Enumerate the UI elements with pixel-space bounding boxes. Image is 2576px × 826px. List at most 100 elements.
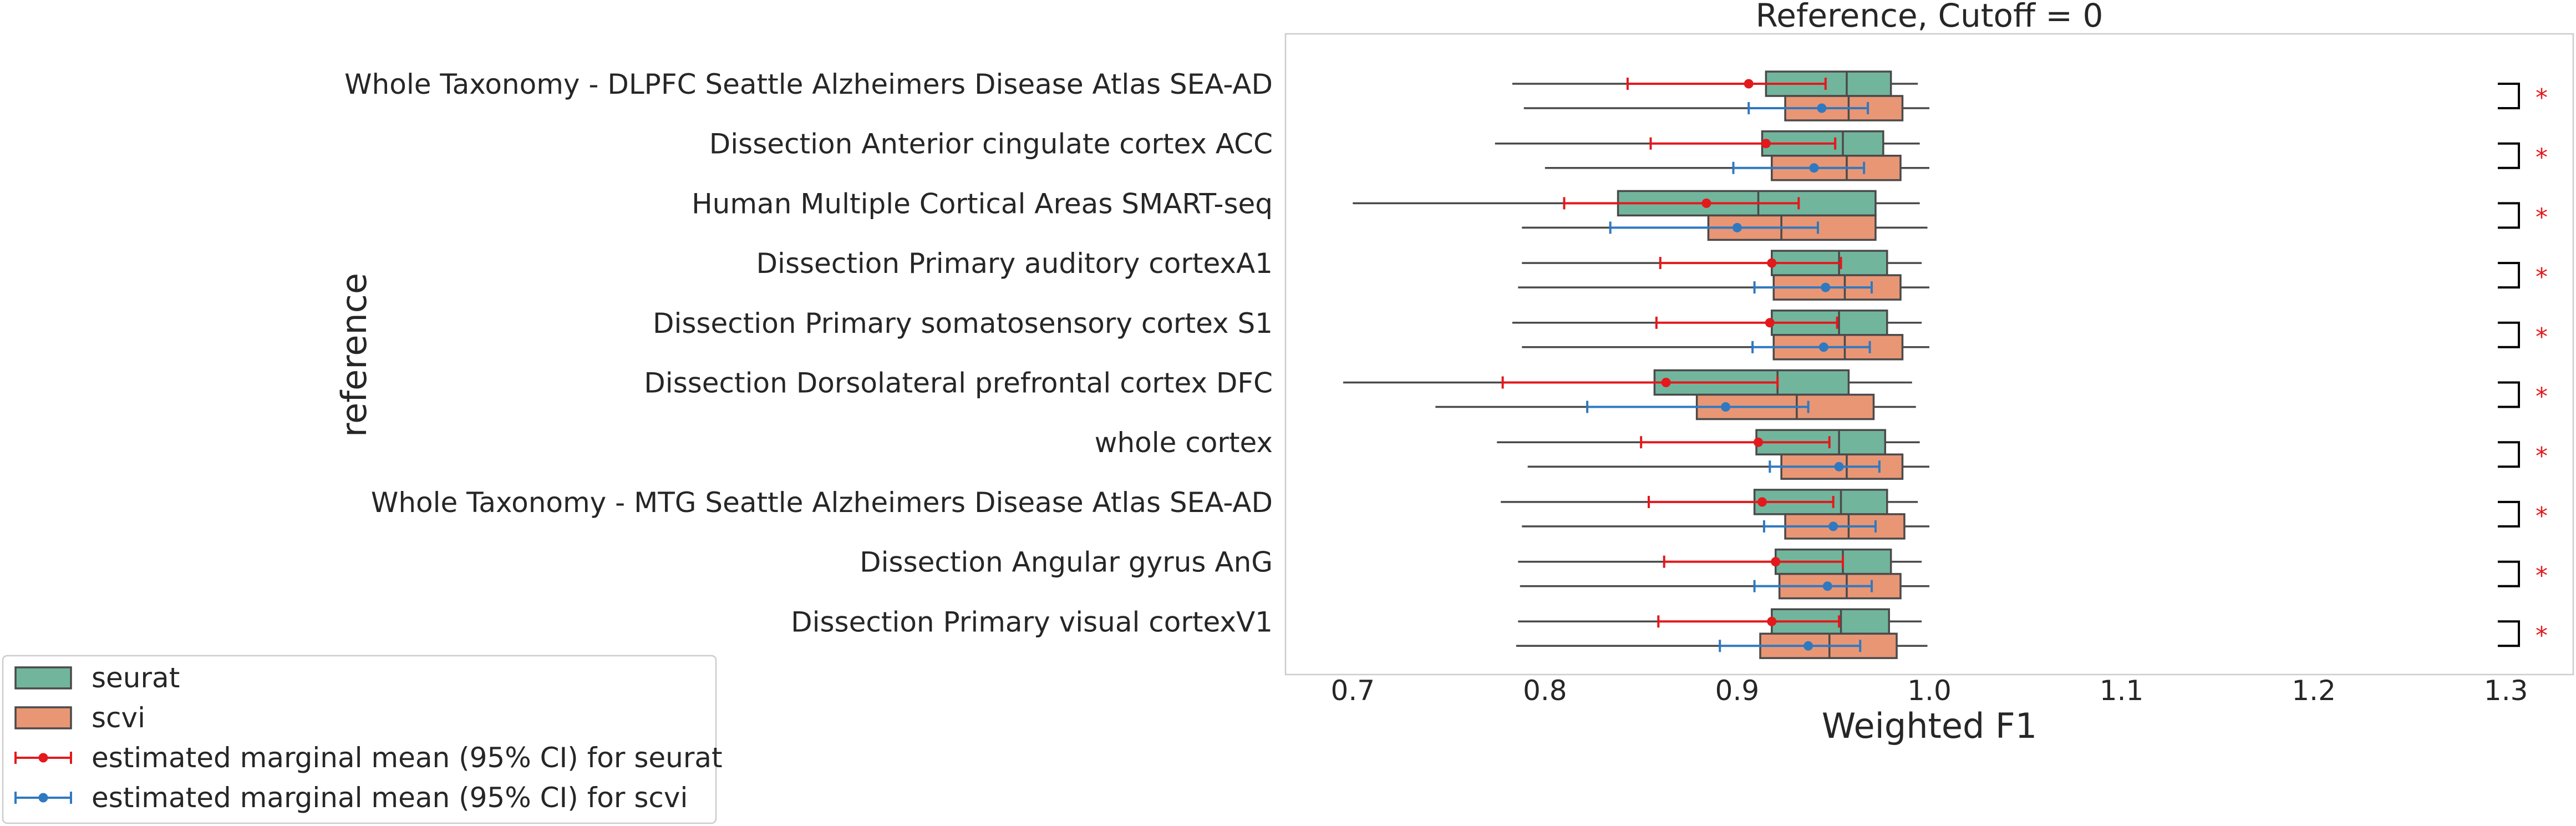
emm-point: [1821, 282, 1831, 292]
scvi-emm: [1762, 520, 1877, 533]
emm-point: [1757, 497, 1767, 507]
y-tick-label: Dissection Angular gyrus AnG: [860, 546, 1273, 579]
y-tick-label: Dissection Primary auditory cortexA1: [756, 247, 1273, 280]
bracket-line: [2498, 381, 2520, 408]
significance-star: *: [2536, 144, 2548, 172]
emm-point: [1767, 258, 1777, 268]
emm-point: [1732, 222, 1742, 232]
emm-point: [1822, 581, 1832, 591]
seurat-emm: [1648, 495, 1835, 508]
bracket-line: [2498, 620, 2520, 647]
y-tick-label: Dissection Primary visual cortexV1: [791, 606, 1273, 638]
significance-bracket: *: [2498, 83, 2548, 112]
significance-star: *: [2536, 203, 2548, 231]
legend-point: [38, 793, 48, 803]
emm-point: [1818, 342, 1828, 352]
significance-star: *: [2536, 442, 2548, 470]
emm-point: [1834, 462, 1844, 472]
seurat-emm: [1501, 376, 1779, 389]
seurat-emm: [1659, 257, 1842, 270]
x-tick-label: 0.9: [1715, 675, 1760, 707]
bracket-line: [2498, 441, 2520, 468]
legend-item-seurat: seurat: [14, 662, 180, 694]
emm-point: [1828, 521, 1838, 531]
significance-star: *: [2536, 263, 2548, 291]
y-tick-label: Dissection Primary somatosensory cortex …: [653, 307, 1273, 339]
significance-star: *: [2536, 323, 2548, 351]
bracket-line: [2498, 560, 2520, 587]
chart-title: Reference, Cutoff = 0: [1756, 0, 2104, 34]
seurat-emm: [1657, 615, 1841, 628]
significance-star: *: [2536, 502, 2548, 530]
legend: seurat scvi estimated marginal mean (95% C…: [2, 655, 723, 824]
legend-frame: [2, 655, 717, 824]
significance-bracket: *: [2498, 381, 2548, 411]
scvi-emm: [1609, 221, 1819, 234]
emm-point: [1701, 198, 1711, 208]
y-tick-label: Human Multiple Cortical Areas SMART-seq: [692, 188, 1273, 220]
significance-bracket: *: [2498, 202, 2548, 231]
plot-frame: [1284, 33, 2574, 676]
significance-bracket: *: [2498, 262, 2548, 291]
emm-point: [1754, 437, 1764, 447]
emm-point: [1771, 557, 1781, 567]
significance-bracket: *: [2498, 500, 2548, 530]
significance-star: *: [2536, 383, 2548, 411]
seurat-emm: [1626, 78, 1827, 90]
legend-label: scvi: [92, 702, 145, 734]
legend-label: seurat: [92, 662, 180, 694]
scvi-emm: [1747, 102, 1869, 114]
bracket-line: [2498, 83, 2520, 109]
scvi-emm: [1753, 281, 1873, 294]
bracket-line: [2498, 202, 2520, 229]
seurat-emm: [1640, 436, 1831, 449]
legend-item-estimated: estimated marginal mean (95% CI) for seu…: [14, 742, 723, 774]
x-axis-label: Weighted F1: [1822, 706, 2037, 746]
legend-item-scvi: scvi: [14, 702, 145, 734]
y-tick-label: Whole Taxonomy - DLPFC Seattle Alzheimer…: [344, 68, 1273, 100]
emm-point: [1721, 402, 1731, 412]
legend-label: estimated marginal mean (95% CI) for scv…: [92, 782, 688, 814]
scvi-emm: [1719, 640, 1862, 652]
emm-point: [1809, 163, 1819, 173]
significance-bracket: *: [2498, 620, 2548, 650]
x-tick-label: 1.1: [2100, 675, 2144, 707]
significance-bracket: *: [2498, 321, 2548, 351]
y-tick-label: Whole Taxonomy - MTG Seattle Alzheimers …: [371, 487, 1273, 519]
scvi-emm: [1586, 401, 1810, 413]
emm-point: [1744, 79, 1754, 89]
bracket-line: [2498, 262, 2520, 289]
legend-swatch: [14, 706, 72, 729]
y-tick-label: Dissection Anterior cingulate cortex ACC: [709, 128, 1273, 160]
scvi-emm: [1769, 460, 1881, 473]
legend-label: estimated marginal mean (95% CI) for seu…: [92, 742, 723, 774]
significance-bracket: *: [2498, 441, 2548, 470]
y-tick-label: Dissection Dorsolateral prefrontal corte…: [644, 367, 1273, 399]
emm-point: [1761, 139, 1771, 149]
emm-point: [1803, 641, 1813, 651]
x-tick-label: 1.0: [1907, 675, 1952, 707]
significance-markers: * * * * * * * * * *: [2498, 83, 2548, 650]
scvi-emm: [1753, 580, 1873, 592]
bracket-line: [2498, 321, 2520, 348]
significance-bracket: *: [2498, 560, 2548, 590]
x-tick-label: 0.7: [1331, 675, 1375, 707]
bracket-line: [2498, 500, 2520, 528]
seurat-emm: [1655, 316, 1838, 329]
seurat-emm: [1563, 197, 1800, 210]
legend-swatch: [14, 666, 72, 690]
seurat-emm: [1663, 555, 1845, 568]
legend-item-estimated: estimated marginal mean (95% CI) for scv…: [14, 782, 688, 814]
y-tick-labels: Whole Taxonomy - DLPFC Seattle Alzheimer…: [344, 68, 1273, 638]
scvi-emm: [1732, 161, 1866, 174]
emm-point: [1661, 378, 1671, 387]
emm-series: [1501, 78, 1881, 652]
x-tick-labels: 0.7 0.8 0.9 1.0 1.1 1.2 1.3: [1331, 675, 2528, 707]
legend-point: [38, 753, 48, 763]
emm-point: [1767, 616, 1777, 626]
y-axis-label: reference: [334, 273, 374, 437]
emm-point: [1765, 318, 1775, 328]
significance-star: *: [2536, 621, 2548, 650]
emm-point: [1817, 103, 1827, 113]
